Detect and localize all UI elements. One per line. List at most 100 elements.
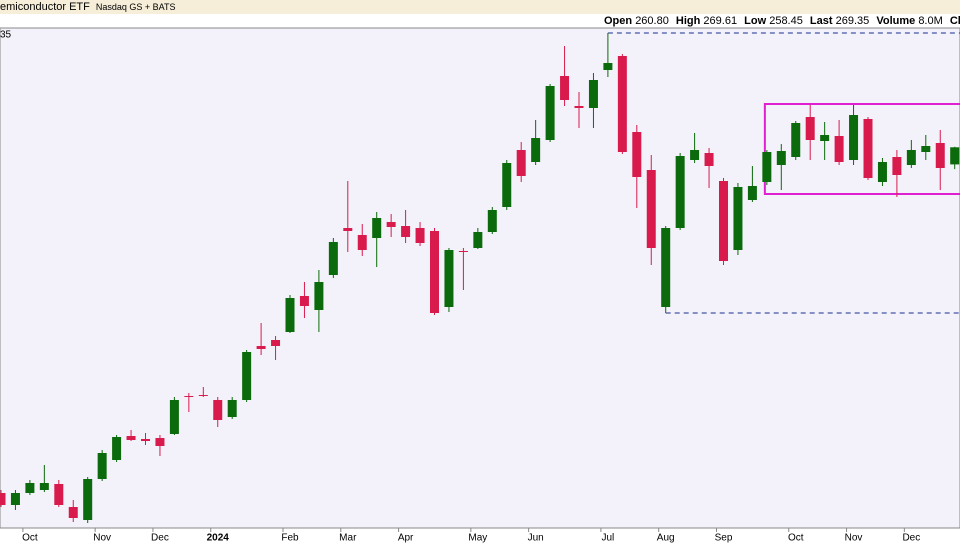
x-tick-label: Nov xyxy=(845,533,863,544)
candle-body xyxy=(921,146,931,152)
quote-label: Volume xyxy=(876,15,916,27)
x-tick-label: Feb xyxy=(281,533,299,544)
candle-body xyxy=(473,232,483,248)
x-tick-label: Dec xyxy=(151,533,169,544)
candle-body xyxy=(675,156,685,228)
candle-body xyxy=(935,143,945,168)
candle-body xyxy=(299,296,309,306)
subtitle: Nasdaq GS + BATS xyxy=(95,2,176,12)
candle-body xyxy=(141,439,150,441)
candle-body xyxy=(733,187,743,250)
candle-body xyxy=(271,340,281,346)
candle-body xyxy=(791,123,801,157)
quote-value: 8.0M xyxy=(918,15,943,27)
candle-body xyxy=(632,132,642,177)
x-tick-label: Jul xyxy=(602,533,615,544)
candle-body xyxy=(603,63,613,70)
x-tick-label: Apr xyxy=(398,533,414,544)
quote-value: 260.80 xyxy=(635,15,669,27)
title: emiconductor ETF xyxy=(0,1,90,13)
quote-line: Open 260.80 High 269.61 Low 258.45 Last … xyxy=(604,15,960,28)
candle-body xyxy=(877,162,887,182)
candle-body xyxy=(747,186,757,200)
candle-body xyxy=(68,507,78,518)
candle-body xyxy=(0,493,6,505)
quote-label: Open xyxy=(604,15,633,27)
candle-body xyxy=(314,282,324,310)
candle-body xyxy=(863,119,873,178)
candle-body xyxy=(502,163,512,207)
candle-body xyxy=(213,400,223,420)
candle-body xyxy=(242,352,252,400)
x-tick-label: Nov xyxy=(93,533,111,544)
candle-body xyxy=(444,250,454,307)
candle-body xyxy=(820,135,830,141)
candle-body xyxy=(415,228,425,243)
candle-body xyxy=(39,483,49,490)
x-tick-label: Oct xyxy=(22,533,38,544)
candle-body xyxy=(155,438,165,446)
candle-body xyxy=(54,484,64,505)
candle-body xyxy=(285,298,295,332)
candle-body xyxy=(458,251,468,252)
candle-body xyxy=(401,226,411,237)
x-tick-label: Aug xyxy=(657,533,675,544)
x-tick-label: 2024 xyxy=(207,533,230,544)
candle-body xyxy=(560,76,570,100)
candle-body xyxy=(487,210,497,232)
candle-body xyxy=(357,235,367,250)
candle-body xyxy=(126,436,136,440)
candle-body xyxy=(83,479,93,520)
candle-body xyxy=(10,493,20,505)
x-tick-label: Dec xyxy=(902,533,920,544)
candle-body xyxy=(198,395,208,396)
candle-body xyxy=(386,222,396,227)
candle-body xyxy=(661,228,671,307)
quote-label: Last xyxy=(809,15,833,27)
candle-body xyxy=(112,437,122,460)
candle-body xyxy=(892,157,902,175)
candle-body xyxy=(834,136,844,162)
x-tick-label: Oct xyxy=(788,533,804,544)
quote-value: 269.35 xyxy=(835,15,870,27)
candle-body xyxy=(704,153,714,166)
range-box xyxy=(763,103,960,195)
candle-body xyxy=(97,453,107,479)
quote-label: Ch xyxy=(949,15,960,27)
candle-body xyxy=(227,400,237,417)
y-tick-label: 35 xyxy=(0,30,12,41)
candle-body xyxy=(25,483,35,493)
candle-body xyxy=(169,400,179,434)
x-tick-label: Jun xyxy=(528,533,544,544)
quote-label: High xyxy=(675,15,701,27)
candle-body xyxy=(950,147,960,165)
candle-body xyxy=(849,115,859,160)
candle-body xyxy=(762,152,772,182)
quote-value: 258.45 xyxy=(769,15,803,27)
candle-body xyxy=(430,231,439,313)
quote-value: 269.61 xyxy=(703,15,738,27)
candle-body xyxy=(719,181,728,261)
candle-body xyxy=(372,218,382,238)
candle-body xyxy=(516,150,526,176)
candle-body xyxy=(256,346,266,349)
candle-body xyxy=(776,151,786,165)
candle-body xyxy=(690,150,700,160)
candle-body xyxy=(574,106,584,108)
quote-label: Low xyxy=(744,15,767,27)
candle-body xyxy=(343,228,353,231)
candle-body xyxy=(531,138,541,162)
candle-body xyxy=(805,117,815,140)
x-tick-label: Sep xyxy=(715,533,733,544)
candle-body xyxy=(328,242,338,275)
candle-body xyxy=(906,150,916,165)
candle-body xyxy=(588,80,598,108)
candle-body xyxy=(617,56,627,152)
candle-body xyxy=(646,170,656,248)
candle-body xyxy=(184,396,194,397)
x-tick-label: May xyxy=(468,533,487,544)
x-tick-label: Mar xyxy=(339,533,357,544)
candle-body xyxy=(545,86,555,140)
